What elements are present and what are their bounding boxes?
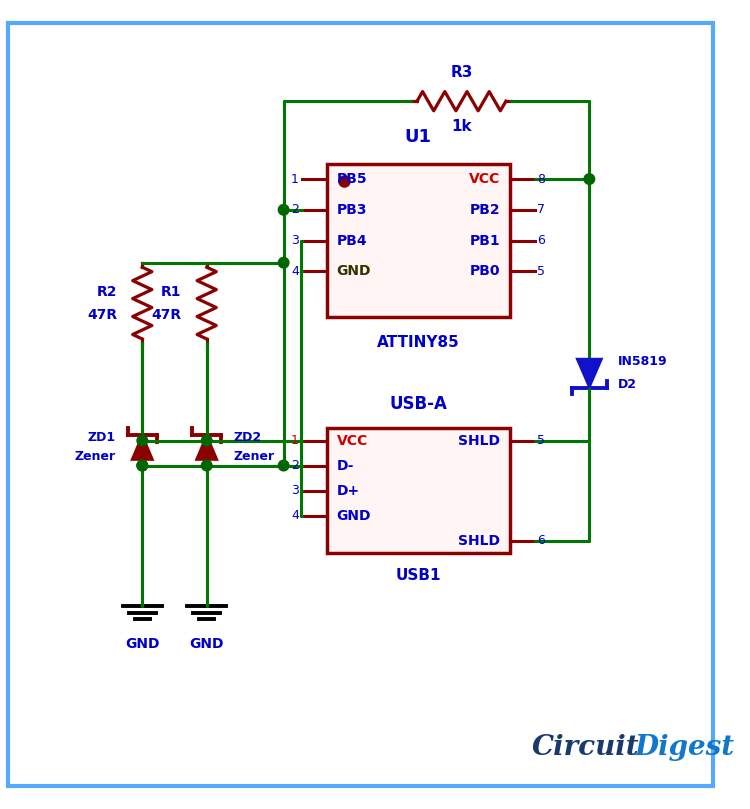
Text: VCC: VCC [337, 434, 368, 447]
Text: PB3: PB3 [337, 203, 367, 217]
Text: U1: U1 [405, 129, 432, 146]
Text: PB2: PB2 [470, 203, 500, 217]
Text: R2: R2 [97, 285, 117, 299]
Text: SHLD: SHLD [458, 534, 500, 548]
Text: 8: 8 [538, 172, 545, 185]
Text: ZD1: ZD1 [87, 431, 116, 444]
Circle shape [278, 205, 289, 215]
Text: GND: GND [125, 637, 160, 650]
Text: R1: R1 [161, 285, 182, 299]
Text: USB-A: USB-A [389, 395, 447, 413]
Polygon shape [196, 434, 217, 460]
Text: ATTINY85: ATTINY85 [376, 335, 460, 349]
Text: 6: 6 [538, 234, 545, 247]
Text: PB1: PB1 [470, 234, 500, 248]
Text: 3: 3 [291, 234, 299, 247]
Text: D-: D- [337, 459, 354, 472]
Text: Digest: Digest [634, 734, 735, 760]
Text: 5: 5 [538, 434, 545, 447]
Circle shape [137, 435, 148, 446]
Text: Zener: Zener [74, 451, 116, 464]
Text: GND: GND [337, 265, 371, 278]
Text: 47R: 47R [152, 307, 182, 322]
FancyBboxPatch shape [327, 428, 509, 553]
Text: PB0: PB0 [470, 265, 500, 278]
Circle shape [202, 460, 212, 471]
Circle shape [137, 460, 148, 471]
Text: IN5819: IN5819 [618, 355, 668, 368]
Circle shape [137, 460, 148, 471]
Text: 1: 1 [291, 434, 299, 447]
Text: GND: GND [337, 509, 371, 523]
FancyBboxPatch shape [327, 163, 509, 317]
Text: 4: 4 [291, 265, 299, 277]
Text: 47R: 47R [87, 307, 117, 322]
Polygon shape [132, 434, 153, 460]
Circle shape [278, 257, 289, 268]
Text: Zener: Zener [233, 451, 274, 464]
Text: 2: 2 [291, 459, 299, 472]
Circle shape [278, 460, 289, 471]
Text: 6: 6 [538, 534, 545, 547]
Text: 3: 3 [291, 484, 299, 497]
Text: VCC: VCC [469, 172, 500, 186]
Text: USB1: USB1 [395, 569, 441, 583]
Text: PB5: PB5 [337, 172, 367, 186]
Text: 1: 1 [291, 172, 299, 185]
Text: D+: D+ [337, 484, 359, 498]
Circle shape [202, 435, 212, 446]
Text: 4: 4 [291, 509, 299, 522]
Polygon shape [577, 359, 602, 388]
Text: D2: D2 [618, 379, 638, 392]
Text: ZD2: ZD2 [233, 431, 262, 444]
Text: GND: GND [190, 637, 224, 650]
Text: PB4: PB4 [337, 234, 367, 248]
Circle shape [584, 174, 595, 184]
Text: SHLD: SHLD [458, 434, 500, 447]
Text: 7: 7 [538, 203, 545, 216]
Text: Circuit: Circuit [532, 734, 639, 760]
Text: 2: 2 [291, 203, 299, 216]
Text: 1k: 1k [452, 120, 472, 134]
Text: 5: 5 [538, 265, 545, 277]
Text: R3: R3 [450, 65, 472, 80]
